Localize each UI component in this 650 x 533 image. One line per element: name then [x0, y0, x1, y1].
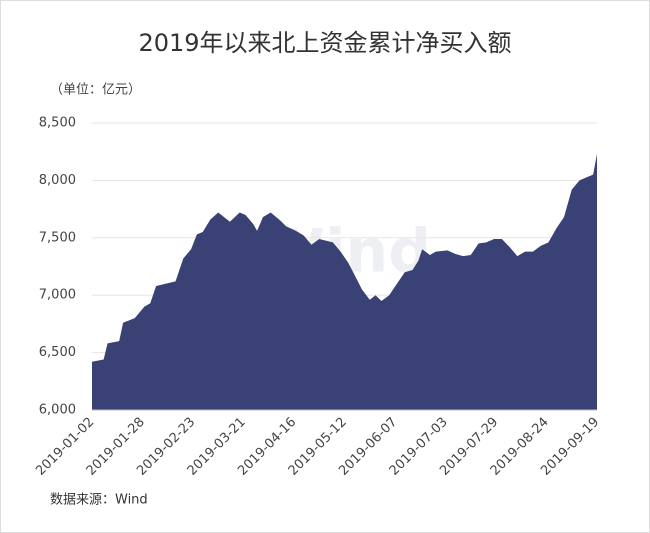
y-tick-label: 6,000	[39, 403, 76, 418]
source-note: 数据来源：Wind	[50, 493, 148, 508]
y-tick-label: 7,500	[39, 230, 76, 245]
y-tick-label: 7,000	[39, 288, 76, 303]
y-tick-label: 8,000	[39, 173, 76, 188]
unit-note: （单位：亿元）	[50, 83, 141, 98]
y-tick-label: 6,500	[39, 345, 76, 360]
chart-title: 2019年以来北上资金累计净买入额	[138, 29, 511, 57]
area	[92, 154, 597, 410]
y-tick-label: 8,500	[39, 116, 76, 131]
